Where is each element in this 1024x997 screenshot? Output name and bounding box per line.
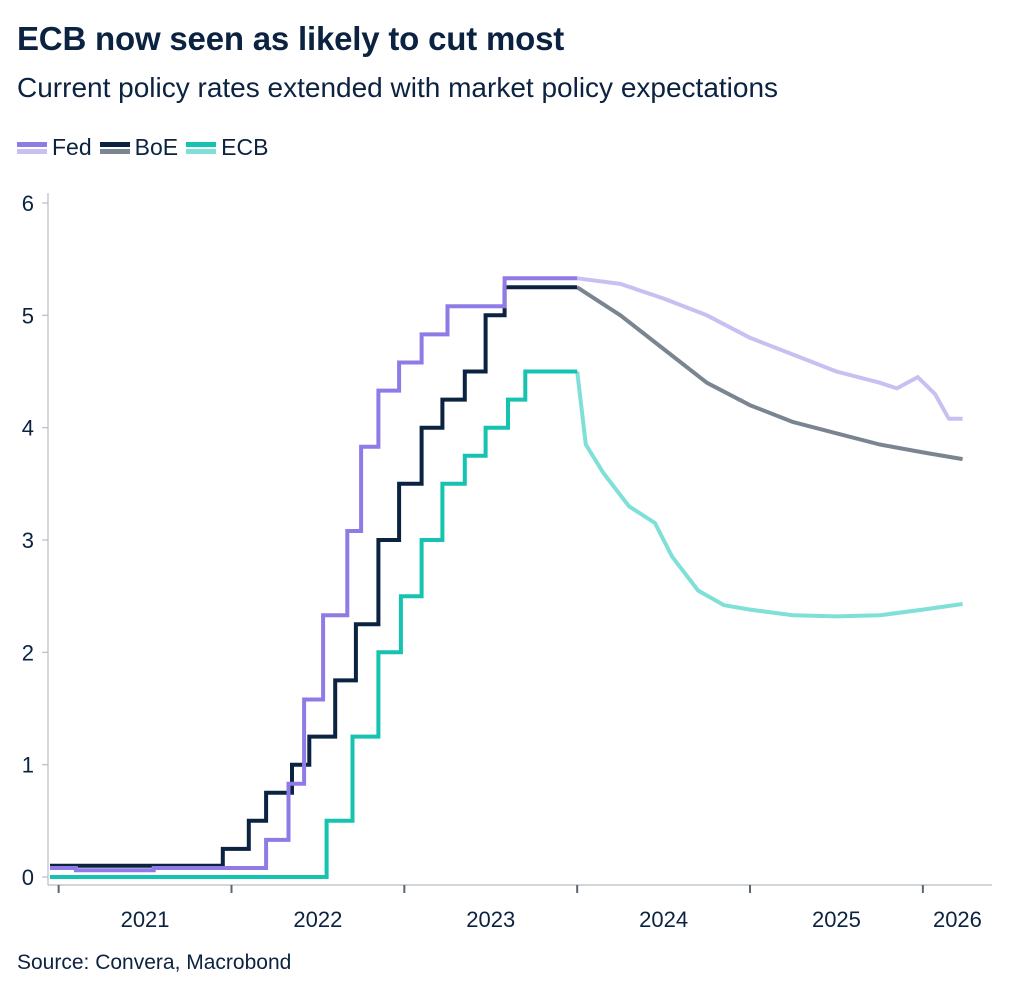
legend-swatch-ecb-actual [186,141,217,147]
legend-label-boe: BoE [134,134,179,160]
legend-item-ecb: ECB [186,134,268,161]
series-fed-actual-line [50,276,578,873]
legend-swatch-ecb [186,141,217,155]
legend-swatch-boe-actual [99,141,130,147]
legend-item-fed: Fed [17,134,92,161]
legend: Fed BoE ECB [17,134,276,161]
legend-label-ecb: ECB [221,134,269,160]
legend-swatch-ecb-expected [186,148,217,154]
series-boe-expectations-line [576,285,963,462]
legend-swatch-boe [99,141,130,155]
y-tick-label: 5 [22,303,34,328]
x-tick-label: 2021 [121,907,170,932]
chart-title: ECB now seen as likely to cut most [17,20,565,57]
y-tick-label: 2 [22,640,34,665]
chart-axes: 0 1 2 3 4 5 6 2021 2022 2023 2024 2025 2026 [22,191,992,932]
source-note: Source: Convera, Macrobond [17,951,292,974]
series-fed-expectations-line [576,276,963,421]
y-tick-label: 3 [22,528,34,553]
series-boe-actual-line [50,285,578,868]
y-tick-label: 0 [22,865,34,890]
x-tick-label: 2025 [812,907,861,932]
chart-subtitle: Current policy rates extended with marke… [17,72,779,103]
y-tick-label: 4 [22,416,34,441]
chart-series [50,276,963,879]
line-chart: 0 1 2 3 4 5 6 2021 2022 2023 2024 2025 2026 [22,191,992,932]
x-tick-label: 2022 [293,907,342,932]
y-tick-label: 1 [22,753,34,778]
legend-swatch-boe-expected [99,148,130,154]
legend-swatch-fed [17,141,47,155]
legend-label-fed: Fed [52,134,92,160]
y-tick-label: 6 [22,191,34,216]
series-ecb-expectations-line [575,371,963,619]
legend-swatch-fed-expected [17,148,47,154]
legend-item-boe: BoE [99,134,179,161]
x-tick-label: 2026 [933,907,982,932]
legend-swatch-fed-actual [17,141,47,147]
x-tick-label: 2023 [466,907,515,932]
series-ecb-actual-line [50,369,578,879]
x-tick-label: 2024 [639,907,688,932]
